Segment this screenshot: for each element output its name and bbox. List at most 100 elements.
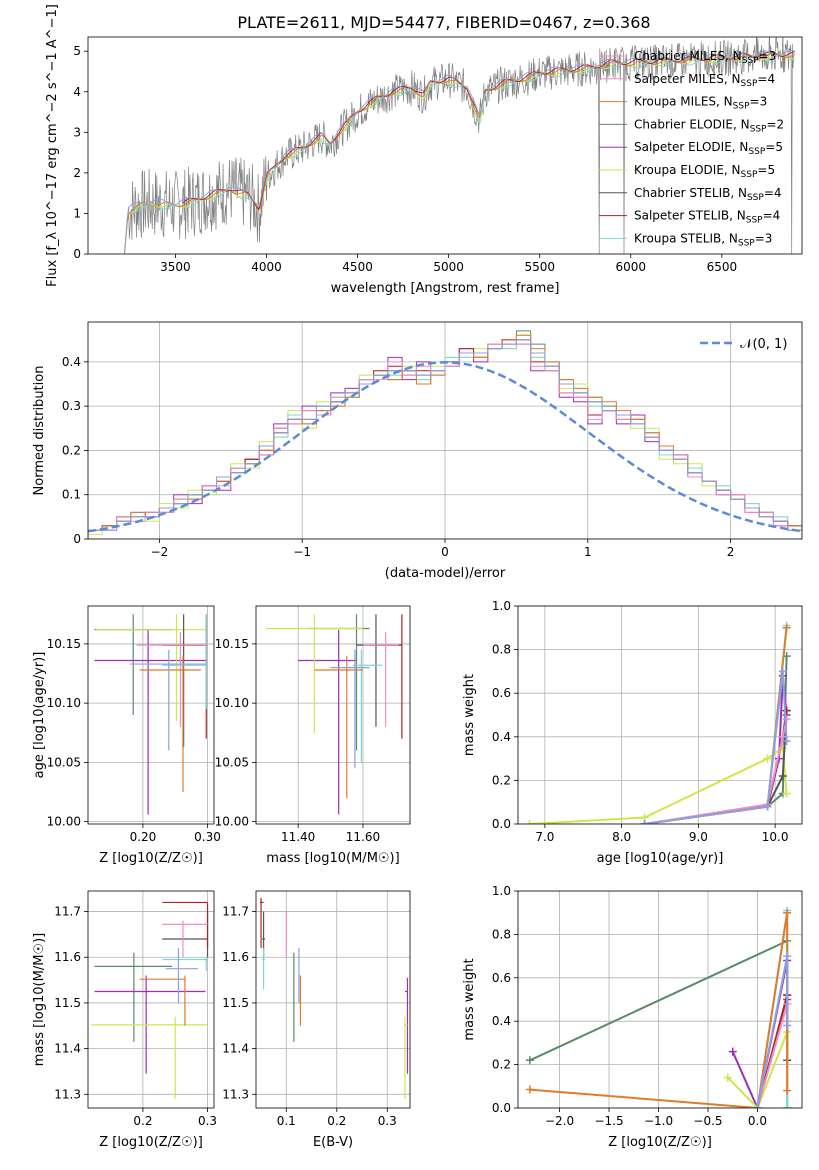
x-tick-label: 11.40 <box>281 830 315 844</box>
y-axis-label: age [log10(age/yr)] <box>32 652 47 779</box>
y-tick-label: 3 <box>73 125 81 139</box>
weight-point-c9 <box>640 820 649 824</box>
legend-label: Kroupa MILES, NSSP=3 <box>634 95 767 112</box>
y-tick-label: 11.3 <box>222 1087 249 1101</box>
spectrum-data <box>127 37 795 254</box>
x-axis-label: mass [log10(M/M☉)] <box>266 851 399 866</box>
y-tick-label: 11.6 <box>222 950 249 964</box>
y-tick-label: 0.8 <box>492 643 511 657</box>
legend-label: Kroupa ELODIE, NSSP=5 <box>634 163 775 180</box>
x-tick-label: 0.30 <box>194 830 221 844</box>
y-tick-label: 4 <box>73 85 81 99</box>
weight-point-c3 <box>782 789 791 798</box>
y-tick-label: 10.05 <box>47 755 81 769</box>
plot-area <box>88 891 214 1108</box>
plot-area <box>518 891 802 1108</box>
weight-point-c9 <box>782 737 791 746</box>
y-tick-label: 1.0 <box>492 599 511 613</box>
plot-mass-weight-vs-age: 7.0 8.0 9.0 10.0 0.0 0.2 0.4 0.6 0.8 1.0 age [log1… <box>462 599 803 866</box>
y-tick-label: 1 <box>73 206 81 220</box>
y-tick-label: 10.10 <box>215 696 249 710</box>
legend-label: Chabrier STELIB, NSSP=4 <box>634 186 782 203</box>
plot-spectrum: 3500 4000 4500 5000 5500 6000 6500 0 1 2 3 4 5 wavele… <box>45 4 803 296</box>
y-axis-label: mass weight <box>462 958 477 1040</box>
plot-mass-weight-vs-Z: −2.0 −1.5 −1.0 −0.5 0.0 0.0 0.2 0.4 0.6 0.8 1.0 Z [… <box>462 884 803 1150</box>
spectrum-model-c9 <box>123 49 795 253</box>
weight-point-c4 <box>778 772 787 781</box>
x-tick-label: 8.0 <box>612 830 631 844</box>
y-tick-label: 11.3 <box>54 1087 81 1101</box>
x-tick-label: 5000 <box>433 260 464 274</box>
weight-line-c7 <box>756 1003 789 1108</box>
y-tick-label: 11.4 <box>54 1042 81 1056</box>
weight-point-c7 <box>782 715 791 724</box>
legend-label: Salpeter ELODIE, NSSP=5 <box>634 140 783 157</box>
axes-frame <box>87 36 803 255</box>
weight-line-c7 <box>644 719 788 824</box>
x-tick-label: 9.0 <box>689 830 708 844</box>
y-tick-label: 10.00 <box>215 815 249 829</box>
y-tick-label: 0.0 <box>492 817 511 831</box>
y-tick-label: 0 <box>73 247 81 261</box>
weight-point-c6 <box>783 1104 792 1108</box>
y-tick-label: 1.0 <box>492 884 511 898</box>
y-tick-label: 11.7 <box>222 905 249 919</box>
weight-point-c1 <box>525 1056 534 1065</box>
y-tick-label: 0.6 <box>492 686 511 700</box>
x-axis-label: age [log10(age/yr)] <box>597 851 724 866</box>
y-tick-label: 2 <box>73 166 81 180</box>
x-tick-label: −2.0 <box>545 1114 574 1128</box>
legend-label: Chabrier ELODIE, NSSP=2 <box>634 117 784 134</box>
plot-area <box>518 606 802 824</box>
weight-point-c9 <box>783 952 792 961</box>
x-axis-label: (data-model)/error <box>385 566 506 581</box>
plot-area <box>256 891 410 1108</box>
x-tick-label: 3500 <box>160 260 191 274</box>
x-axis-label: wavelength [Angstrom, rest frame] <box>331 281 560 296</box>
weight-point-c9 <box>783 1021 792 1030</box>
y-tick-label: 10.00 <box>47 815 81 829</box>
weight-point-c9 <box>763 802 772 811</box>
axes-frame <box>87 321 803 540</box>
x-tick-label: 6500 <box>707 260 738 274</box>
y-tick-label: 0.4 <box>492 730 511 744</box>
y-tick-label: 11.6 <box>54 950 81 964</box>
x-tick-label: 6000 <box>616 260 647 274</box>
x-axis-label: Z [log10(Z/Z☉)] <box>99 1135 203 1150</box>
axes-frame <box>517 890 803 1109</box>
legend-label: Salpeter STELIB, NSSP=4 <box>634 209 780 226</box>
weight-line-c1 <box>644 656 788 824</box>
x-tick-label: 4500 <box>342 260 373 274</box>
y-tick-label: 0.2 <box>492 1058 511 1072</box>
axes-frame <box>87 890 215 1109</box>
y-tick-label: 0.3 <box>62 399 81 413</box>
x-tick-label: 5500 <box>524 260 555 274</box>
figure-title: PLATE=2611, MJD=54477, FIBERID=0467, z=0… <box>237 13 650 32</box>
x-tick-label: 11.60 <box>346 830 380 844</box>
plot-area <box>88 322 802 539</box>
x-tick-label: −2 <box>151 545 169 559</box>
x-axis-label: E(B-V) <box>313 1135 353 1150</box>
axes-frame <box>517 605 803 825</box>
y-tick-label: 0.0 <box>492 1101 511 1115</box>
x-tick-label: 0.1 <box>277 1114 296 1128</box>
normal-curve <box>88 361 802 533</box>
spectrum-model-c8 <box>124 52 795 254</box>
weight-point-c8 <box>783 1086 792 1095</box>
x-axis-label: Z [log10(Z/Z☉)] <box>608 1135 712 1150</box>
weight-point-c3 <box>723 1073 732 1082</box>
axes-frame <box>255 605 411 825</box>
plot-area <box>88 606 214 824</box>
weight-line-c2 <box>644 675 788 824</box>
x-tick-label: 0.20 <box>130 830 157 844</box>
legend-label: Salpeter MILES, NSSP=4 <box>634 72 775 89</box>
x-tick-label: 4000 <box>251 260 282 274</box>
legend: 𝒩(0, 1) <box>700 337 787 352</box>
x-tick-label: 2 <box>727 545 735 559</box>
x-tick-label: −1.5 <box>594 1114 623 1128</box>
plot-area <box>123 37 795 254</box>
y-tick-label: 11.5 <box>222 996 249 1010</box>
x-tick-label: −1 <box>293 545 311 559</box>
y-tick-label: 10.15 <box>215 637 249 651</box>
